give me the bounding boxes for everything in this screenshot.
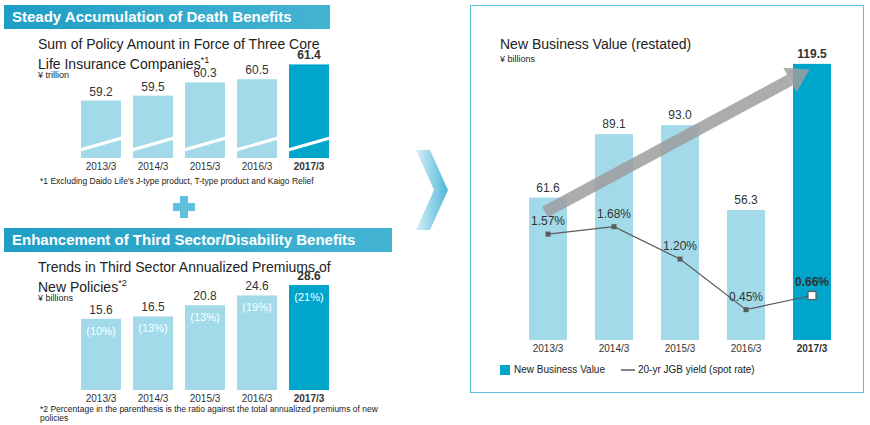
svg-text:60.5: 60.5 <box>245 63 269 77</box>
svg-text:56.3: 56.3 <box>734 193 758 207</box>
svg-text:28.6: 28.6 <box>297 269 321 283</box>
svg-text:(13%): (13%) <box>190 311 219 323</box>
svg-text:59.5: 59.5 <box>141 80 165 94</box>
svg-text:20.8: 20.8 <box>193 289 217 303</box>
svg-text:(13%): (13%) <box>138 322 167 334</box>
svg-text:2015/3: 2015/3 <box>665 343 696 354</box>
svg-text:0.45%: 0.45% <box>729 290 763 304</box>
svg-text:119.5: 119.5 <box>797 47 827 61</box>
svg-text:2016/3: 2016/3 <box>242 161 273 172</box>
svg-text:24.6: 24.6 <box>245 279 269 293</box>
svg-text:2014/3: 2014/3 <box>138 393 169 404</box>
svg-text:0.66%: 0.66% <box>795 275 829 289</box>
svg-text:2014/3: 2014/3 <box>599 343 630 354</box>
svg-text:1.68%: 1.68% <box>597 207 631 221</box>
svg-text:16.5: 16.5 <box>141 300 165 314</box>
svg-text:(19%): (19%) <box>242 301 271 313</box>
svg-text:2017/3: 2017/3 <box>294 393 325 404</box>
svg-text:1.20%: 1.20% <box>663 239 697 253</box>
svg-text:2015/3: 2015/3 <box>190 161 221 172</box>
svg-text:15.6: 15.6 <box>89 303 113 317</box>
svg-text:2016/3: 2016/3 <box>731 343 762 354</box>
svg-text:2013/3: 2013/3 <box>86 393 117 404</box>
svg-text:2013/3: 2013/3 <box>533 343 564 354</box>
svg-text:2017/3: 2017/3 <box>797 343 828 354</box>
svg-text:2015/3: 2015/3 <box>190 393 221 404</box>
svg-text:60.3: 60.3 <box>193 66 217 80</box>
svg-text:93.0: 93.0 <box>668 108 692 122</box>
svg-text:2017/3: 2017/3 <box>294 161 325 172</box>
svg-text:61.6: 61.6 <box>536 181 560 195</box>
svg-text:89.1: 89.1 <box>602 117 626 131</box>
svg-text:2014/3: 2014/3 <box>138 161 169 172</box>
svg-text:(21%): (21%) <box>294 291 323 303</box>
svg-text:2016/3: 2016/3 <box>242 393 273 404</box>
svg-text:59.2: 59.2 <box>89 85 113 99</box>
svg-text:61.4: 61.4 <box>297 48 321 62</box>
svg-text:(10%): (10%) <box>86 325 115 337</box>
svg-text:1.57%: 1.57% <box>531 214 565 228</box>
svg-text:2013/3: 2013/3 <box>86 161 117 172</box>
